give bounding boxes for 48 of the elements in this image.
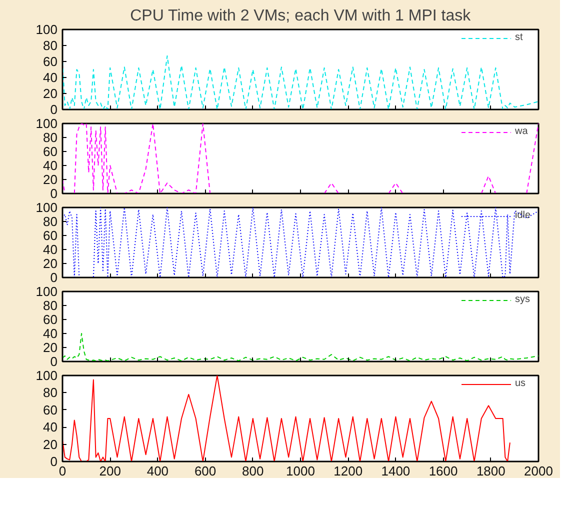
x-tick-label: 200 bbox=[99, 464, 121, 478]
line-series bbox=[62, 208, 538, 278]
legend-label: us bbox=[515, 378, 527, 389]
line-series bbox=[62, 376, 510, 462]
y-tick-label: 0 bbox=[50, 186, 58, 201]
y-tick-label: 80 bbox=[43, 385, 58, 400]
x-tick-label: 1000 bbox=[286, 464, 315, 478]
y-tick-label: 0 bbox=[50, 454, 58, 469]
x-tick-label: 1800 bbox=[476, 464, 506, 478]
y-tick-label: 100 bbox=[36, 284, 58, 299]
y-tick-label: 80 bbox=[43, 38, 58, 53]
x-tick-label: 1200 bbox=[334, 464, 363, 478]
y-tick-label: 0 bbox=[50, 270, 58, 285]
x-tick-label: 400 bbox=[146, 464, 169, 478]
y-tick-label: 20 bbox=[43, 436, 58, 452]
y-tick-label: 100 bbox=[36, 22, 58, 37]
y-tick-label: 100 bbox=[36, 116, 58, 131]
x-tick-label: 1400 bbox=[381, 464, 410, 478]
y-tick-label: 80 bbox=[43, 214, 58, 229]
y-tick-label: 60 bbox=[43, 402, 58, 418]
y-tick-label: 20 bbox=[43, 86, 58, 101]
y-tick-label: 0 bbox=[50, 354, 58, 369]
y-tick-label: 20 bbox=[43, 172, 58, 187]
x-tick-label: 800 bbox=[242, 464, 264, 478]
y-tick-label: 80 bbox=[43, 298, 58, 313]
y-tick-label: 60 bbox=[43, 228, 58, 243]
x-tick-label: 2000 bbox=[524, 464, 553, 478]
y-tick-label: 100 bbox=[36, 200, 58, 215]
y-tick-label: 80 bbox=[43, 130, 58, 145]
legend-label: st bbox=[515, 32, 524, 43]
y-tick-label: 40 bbox=[43, 70, 58, 85]
y-tick-label: 0 bbox=[50, 102, 58, 117]
legend-label: idle bbox=[515, 210, 532, 221]
legend-label: sys bbox=[515, 294, 531, 305]
y-tick-label: 60 bbox=[43, 312, 58, 327]
y-tick-label: 40 bbox=[43, 242, 58, 257]
y-tick-label: 60 bbox=[43, 54, 58, 69]
y-tick-label: 40 bbox=[43, 158, 58, 173]
x-tick-label: 600 bbox=[194, 464, 216, 478]
y-tick-label: 100 bbox=[36, 368, 58, 383]
y-tick-label: 20 bbox=[43, 256, 58, 271]
y-tick-label: 20 bbox=[43, 340, 58, 355]
y-tick-label: 40 bbox=[43, 326, 58, 341]
chart-title: CPU Time with 2 VMs; each VM with 1 MPI task bbox=[130, 8, 472, 24]
x-tick-label: 1600 bbox=[428, 464, 458, 478]
y-tick-label: 60 bbox=[43, 144, 58, 159]
legend-label: wa bbox=[515, 126, 529, 137]
y-tick-label: 40 bbox=[43, 420, 58, 435]
